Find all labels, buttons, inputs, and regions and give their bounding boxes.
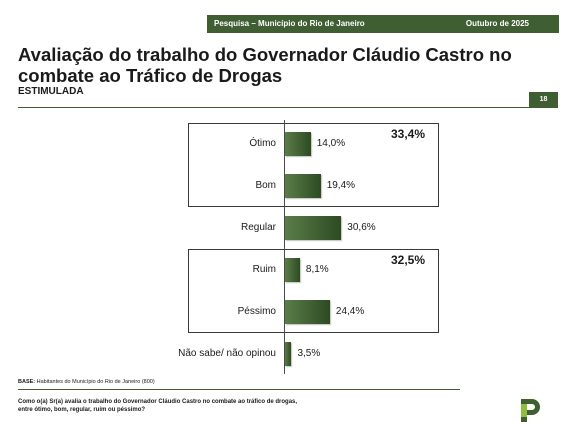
value-label: 14,0%	[316, 138, 346, 149]
bar	[285, 174, 321, 198]
category-label: Ótimo	[249, 138, 276, 149]
positive-group-total: 33,4%	[391, 127, 426, 141]
chart-title: Avaliação do trabalho do Governador Cláu…	[18, 44, 512, 86]
base-text: Habitantes do Município do Rio de Janeir…	[35, 379, 155, 385]
bar	[285, 342, 292, 366]
survey-question: Como o(a) Sr(a) avalia o trabalho do Gov…	[18, 399, 298, 413]
value-label: 19,4%	[326, 180, 356, 191]
value-label: 8,1%	[305, 264, 329, 275]
category-label: Regular	[240, 222, 276, 233]
footer-divider	[18, 389, 460, 390]
negative-group-box	[188, 249, 439, 333]
category-label: Péssimo	[237, 306, 276, 317]
base-note: BASE: Habitantes do Município do Rio de …	[18, 379, 155, 385]
negative-group-total: 32,5%	[391, 253, 426, 267]
category-label: Bom	[255, 180, 276, 191]
header-bar: Pesquisa – Município do Rio de Janeiro O…	[207, 15, 559, 33]
paraná-pesquisas-logo	[521, 399, 540, 422]
value-label: 24,4%	[335, 306, 365, 317]
base-label: BASE:	[18, 379, 36, 385]
date-label: Outubro de 2025	[465, 19, 529, 28]
survey-label: Pesquisa – Município do Rio de Janeiro	[214, 19, 365, 28]
bar	[285, 132, 311, 156]
chart-subtitle: ESTIMULADA	[18, 86, 84, 97]
page-number: 18	[529, 92, 558, 108]
value-label: 30,6%	[347, 222, 376, 233]
category-label: Não sabe/ não opinou	[178, 348, 276, 359]
positive-group-box	[188, 123, 439, 207]
title-divider	[18, 107, 558, 108]
category-label: Ruim	[252, 264, 276, 275]
value-label: 3,5%	[297, 348, 321, 359]
bar	[285, 216, 342, 240]
category-axis	[284, 120, 285, 374]
bar	[285, 258, 300, 282]
bar	[285, 300, 330, 324]
